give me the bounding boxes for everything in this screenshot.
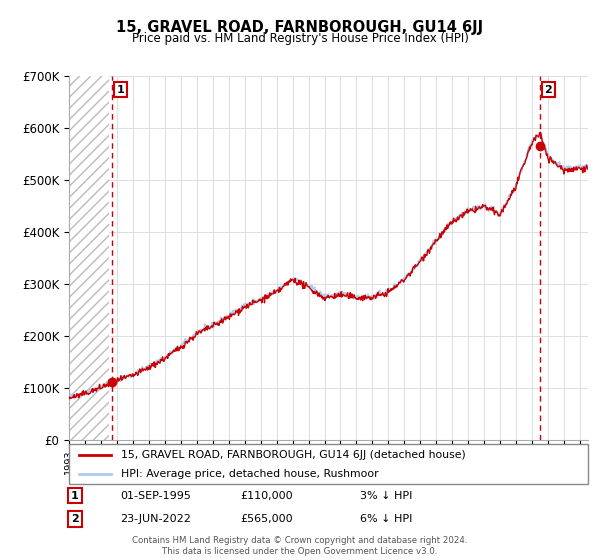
Text: 23-JUN-2022: 23-JUN-2022 bbox=[120, 514, 191, 524]
Text: Price paid vs. HM Land Registry's House Price Index (HPI): Price paid vs. HM Land Registry's House … bbox=[131, 32, 469, 45]
FancyBboxPatch shape bbox=[69, 444, 588, 484]
Text: 15, GRAVEL ROAD, FARNBOROUGH, GU14 6JJ: 15, GRAVEL ROAD, FARNBOROUGH, GU14 6JJ bbox=[116, 20, 484, 35]
Text: £565,000: £565,000 bbox=[240, 514, 293, 524]
Text: 2: 2 bbox=[71, 514, 79, 524]
Text: £110,000: £110,000 bbox=[240, 491, 293, 501]
Text: 3% ↓ HPI: 3% ↓ HPI bbox=[360, 491, 412, 501]
Text: Contains HM Land Registry data © Crown copyright and database right 2024.
This d: Contains HM Land Registry data © Crown c… bbox=[132, 536, 468, 556]
Text: 01-SEP-1995: 01-SEP-1995 bbox=[120, 491, 191, 501]
Text: 1: 1 bbox=[116, 85, 124, 95]
Text: 1: 1 bbox=[71, 491, 79, 501]
Text: 15, GRAVEL ROAD, FARNBOROUGH, GU14 6JJ (detached house): 15, GRAVEL ROAD, FARNBOROUGH, GU14 6JJ (… bbox=[121, 450, 466, 460]
Text: HPI: Average price, detached house, Rushmoor: HPI: Average price, detached house, Rush… bbox=[121, 469, 379, 479]
Bar bbox=[69, 76, 109, 440]
Text: 2: 2 bbox=[544, 85, 552, 95]
Text: 6% ↓ HPI: 6% ↓ HPI bbox=[360, 514, 412, 524]
